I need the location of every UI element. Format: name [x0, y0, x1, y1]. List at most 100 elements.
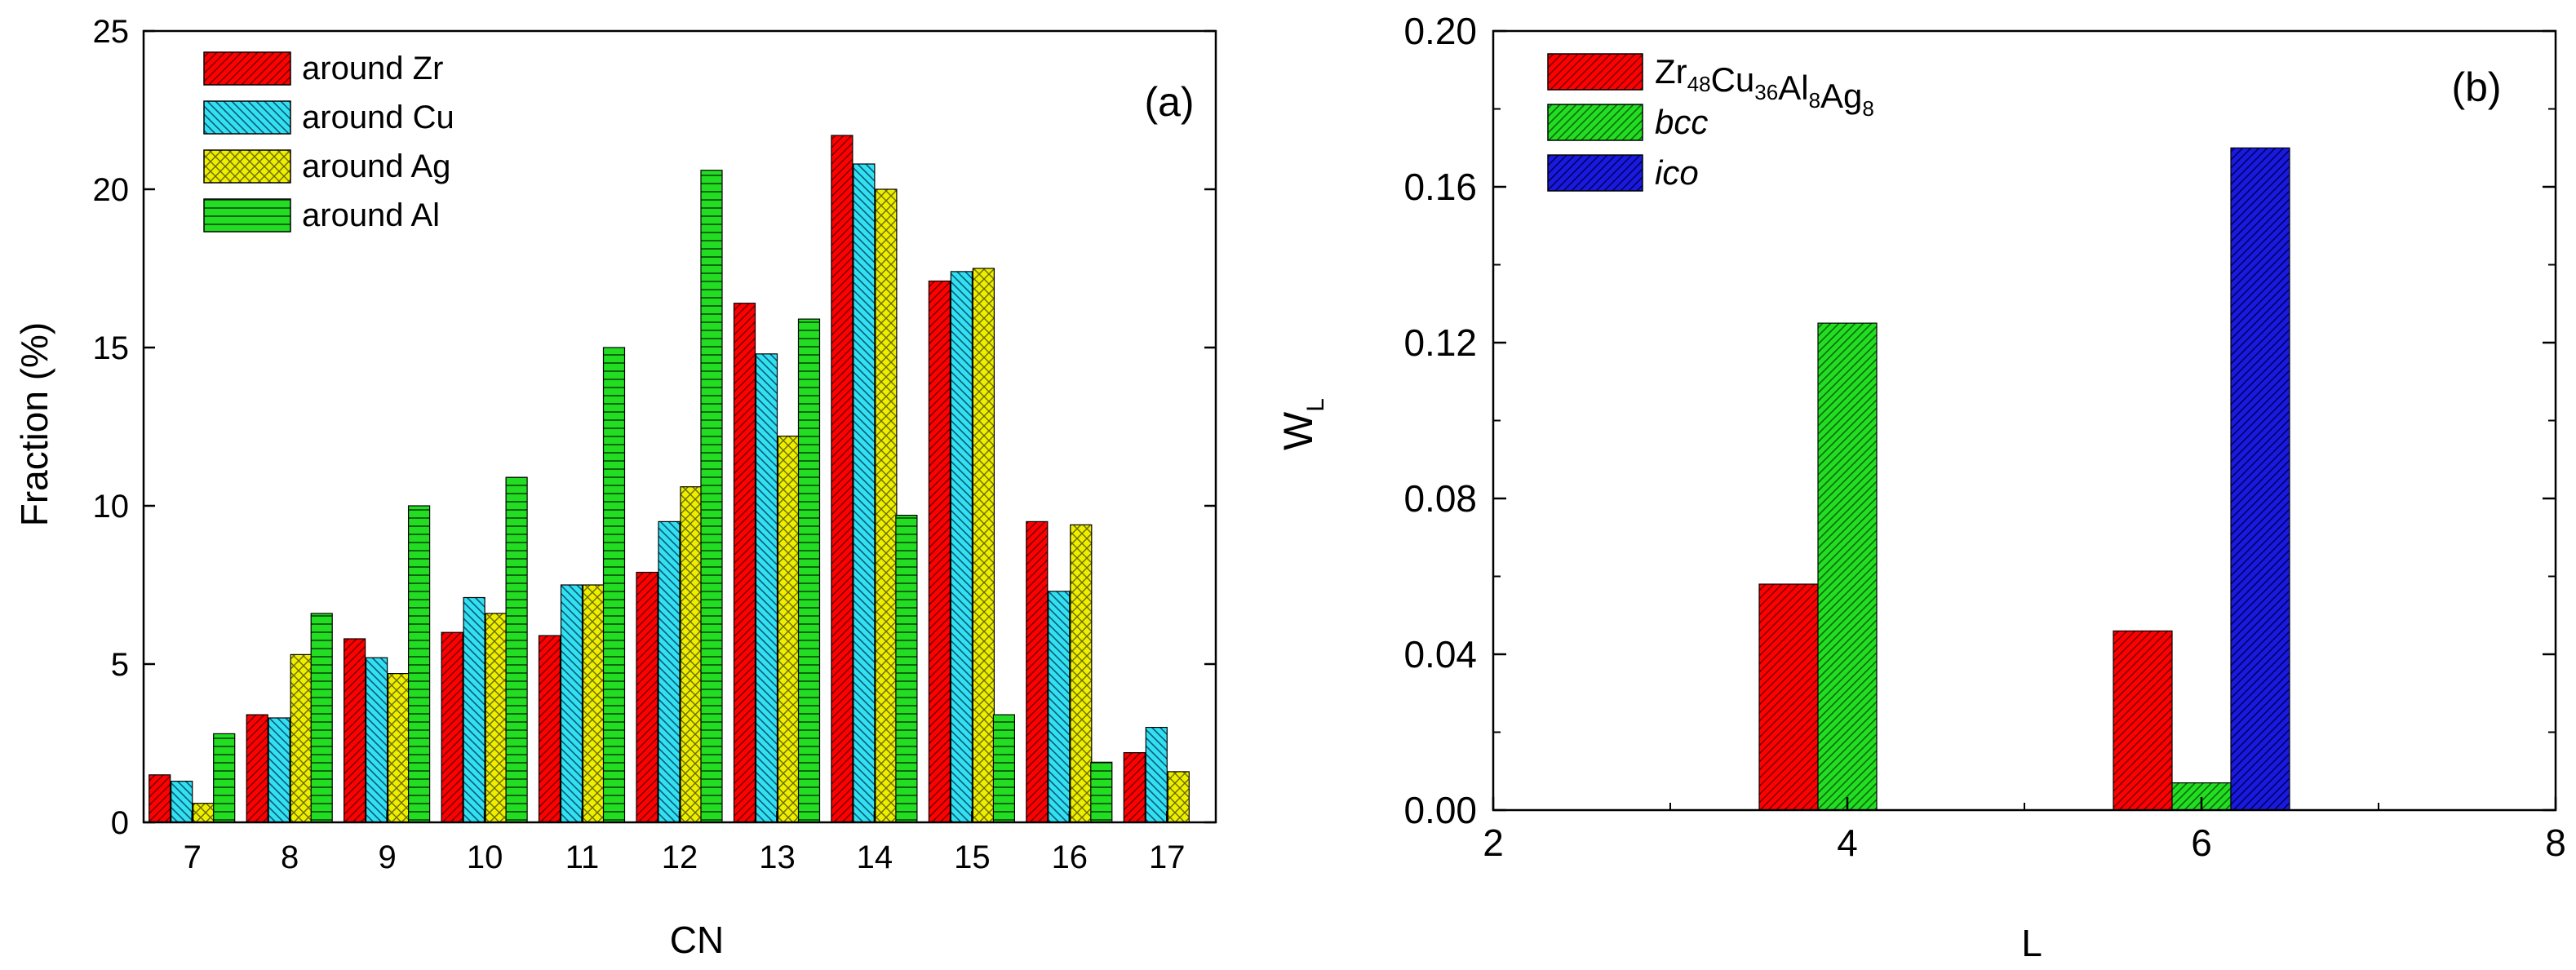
- bar-around-al-cn-13: [797, 318, 821, 823]
- legend-label-around-zr: around Zr: [302, 51, 443, 86]
- bar-around-al-cn-11: [602, 347, 626, 823]
- bar-around-ag-cn-16: [1070, 524, 1093, 823]
- panel-a-x-tick-label: 12: [662, 839, 698, 875]
- bar-around-cu-cn-7: [171, 780, 193, 823]
- bar-around-ag-cn-15: [972, 268, 995, 823]
- panel-a-y-axis-title: Fraction (%): [13, 322, 55, 526]
- panel-b-y-tick-label: 0.00: [1403, 789, 1477, 831]
- panel-b-x-tick-label: 6: [2191, 822, 2212, 864]
- bar-around-al-cn-10: [505, 476, 528, 823]
- bar-around-cu-cn-12: [658, 520, 681, 823]
- bar-around-cu-cn-9: [366, 657, 388, 823]
- panel-b-label: (b): [2451, 64, 2501, 110]
- bar-around-zr-cn-16: [1026, 520, 1049, 823]
- bar-around-al-cn-15: [992, 714, 1016, 823]
- bar-around-zr-cn-17: [1123, 751, 1146, 823]
- panel-a-x-tick-label: 13: [759, 839, 796, 875]
- bar-around-al-cn-9: [408, 505, 431, 823]
- panel-b-y-axis-title-subscript: L: [1302, 398, 1329, 412]
- bar-around-ag-cn-11: [582, 584, 605, 823]
- bar-around-cu-cn-16: [1048, 591, 1071, 823]
- bar-around-ag-cn-14: [875, 188, 898, 823]
- legend-swatch-ico: [1547, 154, 1643, 192]
- panel-a-x-tick-label: 10: [467, 839, 503, 875]
- bar-around-ag-cn-9: [388, 672, 410, 823]
- panel-a-y-tick-label: 25: [93, 14, 130, 50]
- bar-around-ag-cn-8: [290, 653, 313, 823]
- panel-a-y-tick-label: 20: [93, 172, 130, 208]
- panel-b-bars: [1758, 147, 2290, 811]
- bar-around-zr-cn-10: [441, 631, 463, 823]
- panel-a-label: (a): [1144, 79, 1194, 125]
- bar-around-zr-cn-14: [831, 135, 853, 823]
- bar-around-zr-cn-13: [733, 303, 756, 823]
- bar-around-cu-cn-8: [268, 717, 290, 823]
- bar-around-al-cn-12: [700, 170, 723, 823]
- panel-a-axes: [142, 29, 1217, 824]
- panel-a-x-tick-label: 14: [857, 839, 893, 875]
- panel-b-y-tick-label: 0.08: [1403, 477, 1477, 520]
- panel-b-x-tick-label: 2: [1483, 822, 1504, 864]
- panel-a-y-tick-label: 5: [111, 647, 129, 683]
- panel-a-x-axis-title: CN: [670, 919, 724, 961]
- legend-label-zr48cu36al8ag8: Zr48Cu36Al8Ag8: [1655, 52, 1874, 121]
- panel-b-y-axis-title: WL: [1275, 398, 1329, 450]
- bar-around-zr-cn-15: [928, 280, 951, 823]
- bar-around-ag-cn-13: [777, 435, 800, 823]
- bar-around-zr-cn-9: [344, 638, 366, 823]
- bar-around-al-cn-8: [310, 613, 333, 823]
- panel-a-chart: 0 5 10 15 20 25 7 8 9 10 11 12 13 14 15 16 17 CN Fractio…: [13, 14, 1217, 961]
- legend-swatch-bcc: [1547, 104, 1643, 141]
- panel-b-y-tick-label: 0.20: [1403, 10, 1477, 52]
- panel-b-y-tick-label: 0.12: [1403, 321, 1477, 364]
- panel-a-x-tick-label: 7: [184, 839, 202, 875]
- panel-b-tick-labels: 0.00 0.04 0.08 0.12 0.16 0.20 2 4 6 8: [1403, 10, 2565, 864]
- bar-around-ag-cn-7: [193, 803, 215, 823]
- bar-around-al-cn-16: [1090, 761, 1113, 823]
- panel-b-axes: [1492, 29, 2557, 812]
- bar-around-zr-cn-8: [246, 714, 268, 823]
- legend-label-around-ag: around Ag: [302, 148, 450, 184]
- legend-label-around-al: around Al: [302, 197, 440, 233]
- panel-a-y-tick-label: 10: [93, 489, 130, 525]
- bar-bcc-l-6: [2171, 782, 2232, 811]
- panel-b-frame: [1492, 29, 2557, 812]
- legend-label-bcc: bcc: [1655, 103, 1708, 141]
- bar-around-zr-cn-11: [538, 635, 561, 823]
- legend-label-ico: ico: [1655, 153, 1699, 192]
- panel-b-y-tick-label: 0.16: [1403, 166, 1477, 208]
- legend-swatch-around-cu: [203, 100, 291, 135]
- legend-swatch-around-ag: [203, 149, 291, 184]
- bar-bcc-l-4: [1817, 322, 1878, 811]
- bar-around-cu-cn-17: [1145, 726, 1168, 823]
- bar-around-al-cn-14: [895, 514, 918, 823]
- legend-label-around-cu: around Cu: [302, 100, 454, 135]
- bar-around-zr-cn-7: [149, 774, 171, 823]
- panel-b-x-tick-label: 8: [2545, 822, 2566, 864]
- panel-a-x-tick-label: 9: [379, 839, 397, 875]
- panel-a-x-tick-label: 11: [565, 839, 600, 875]
- bar-around-cu-cn-14: [853, 163, 876, 823]
- bar-around-cu-cn-15: [950, 271, 973, 823]
- legend-swatch-around-al: [203, 198, 291, 233]
- panel-a-x-tick-label: 8: [281, 839, 299, 875]
- bar-around-al-cn-7: [213, 733, 236, 823]
- legend-swatch-zr48cu36al8ag8: [1547, 53, 1643, 91]
- panel-b-chart: 0.00 0.04 0.08 0.12 0.16 0.20 2 4 6 8 L WL (b) Zr…: [1275, 10, 2566, 964]
- bar-around-zr-cn-12: [636, 571, 658, 823]
- panel-b-y-tick-label: 0.04: [1403, 633, 1477, 675]
- legend-swatch-around-zr: [203, 51, 291, 86]
- panel-a-y-tick-label: 15: [93, 330, 130, 366]
- bar-around-cu-cn-10: [463, 596, 485, 823]
- panel-a-x-tick-label: 16: [1052, 839, 1088, 875]
- bar-ico-l-6: [2230, 147, 2290, 811]
- bar-around-ag-cn-10: [485, 613, 508, 823]
- bar-around-ag-cn-12: [680, 486, 703, 823]
- panel-b-x-tick-label: 4: [1837, 822, 1858, 864]
- bar-zr48cu36al8ag8-l-6: [2113, 630, 2173, 811]
- panel-b-y-axis-title-main: W: [1275, 411, 1321, 450]
- panel-a-tick-labels: 0 5 10 15 20 25 7 8 9 10 11 12 13 14 15 16 17: [93, 14, 1186, 875]
- panel-a-y-tick-label: 0: [111, 805, 129, 841]
